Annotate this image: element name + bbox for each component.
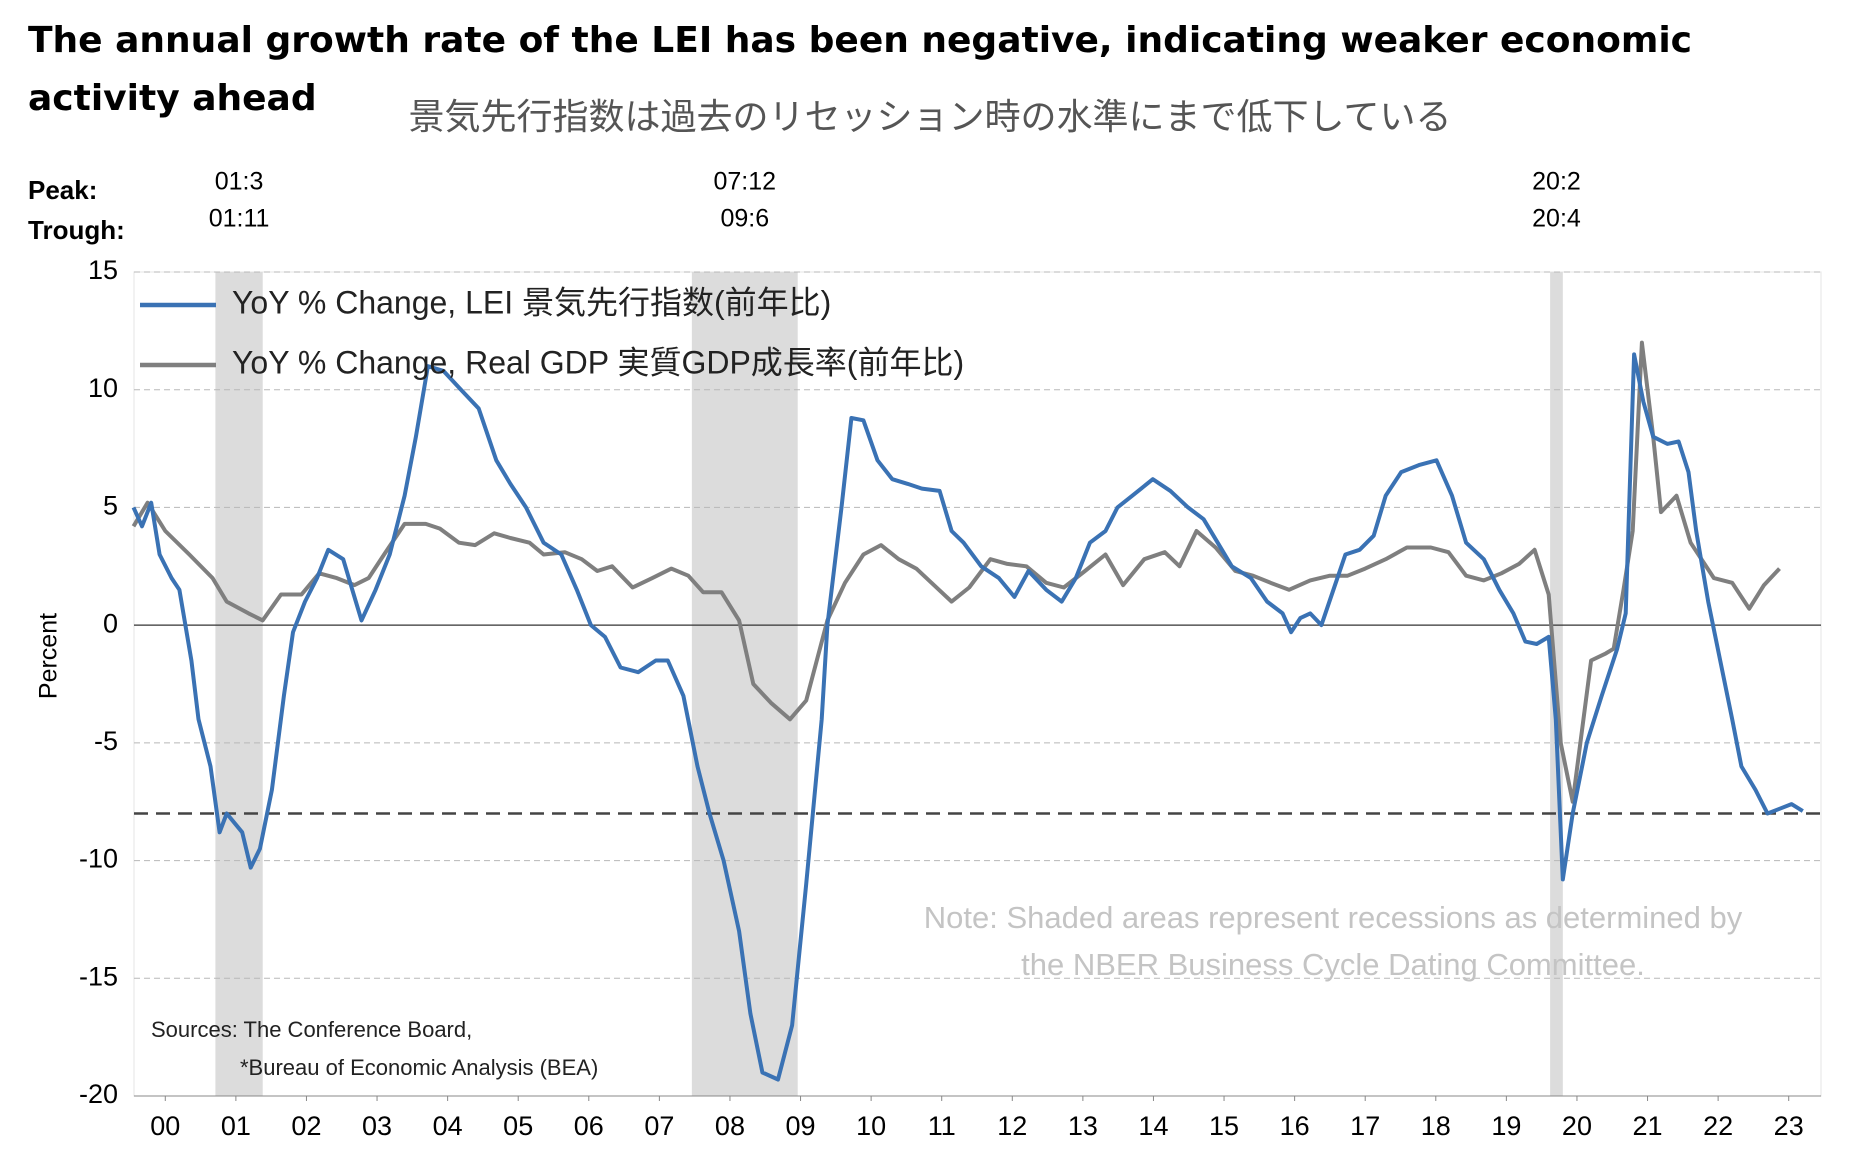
x-tick-label: 22 xyxy=(1703,1111,1733,1141)
x-tick-label: 15 xyxy=(1209,1111,1239,1141)
y-tick-label: 0 xyxy=(103,608,118,638)
recession-peak: 07:12 xyxy=(713,168,776,196)
y-axis-label: Percent xyxy=(35,613,63,699)
trough-label: Trough: xyxy=(28,215,125,245)
x-tick-label: 00 xyxy=(150,1111,180,1141)
y-tick-label: -20 xyxy=(79,1079,118,1109)
x-tick-label: 12 xyxy=(997,1111,1027,1141)
x-tick-label: 20 xyxy=(1562,1111,1592,1141)
x-tick-label: 18 xyxy=(1421,1111,1451,1141)
y-tick-label: -10 xyxy=(79,844,118,874)
chart-subtitle: 景気先行指数は過去のリセッション時の水準にまで低下している xyxy=(408,97,1452,138)
chart-title: The annual growth rate of the LEI has be… xyxy=(28,20,1693,119)
x-tick-label: 13 xyxy=(1068,1111,1098,1141)
sources: Sources: The Conference Board, xyxy=(151,1017,472,1042)
x-tick-label: 16 xyxy=(1280,1111,1310,1141)
x-tick-label: 04 xyxy=(433,1111,463,1141)
x-tick-label: 09 xyxy=(786,1111,816,1141)
note: the NBER Business Cycle Dating Committee… xyxy=(1021,947,1645,982)
y-tick-label: 5 xyxy=(103,491,118,521)
legend-label: YoY % Change, LEI 景気先行指数(前年比) xyxy=(232,284,831,320)
recession-peak: 01:3 xyxy=(215,168,264,196)
x-tick-label: 23 xyxy=(1774,1111,1804,1141)
recession-trough: 20:4 xyxy=(1532,205,1581,233)
recession-trough: 01:11 xyxy=(209,205,270,233)
x-tick-label: 06 xyxy=(574,1111,604,1141)
x-tick-label: 14 xyxy=(1138,1111,1168,1141)
sources: *Bureau of Economic Analysis (BEA) xyxy=(240,1055,598,1080)
recession-trough: 09:6 xyxy=(720,205,769,233)
x-tick-label: 21 xyxy=(1633,1111,1663,1141)
y-tick-label: -15 xyxy=(79,961,118,991)
x-tick-label: 17 xyxy=(1350,1111,1380,1141)
legend-label: YoY % Change, Real GDP 実質GDP成長率(前年比) xyxy=(232,344,964,380)
x-tick-label: 19 xyxy=(1491,1111,1521,1141)
note: Note: Shaded areas represent recessions … xyxy=(924,900,1743,935)
x-tick-label: 08 xyxy=(715,1111,745,1141)
y-tick-label: -5 xyxy=(94,726,118,756)
x-tick-label: 10 xyxy=(856,1111,886,1141)
line-series xyxy=(131,340,1781,804)
recession-peak: 20:2 xyxy=(1532,168,1581,196)
y-tick-label: 10 xyxy=(88,373,118,403)
plot-area xyxy=(133,271,1822,1097)
y-tick-label: 15 xyxy=(88,255,118,285)
x-tick-label: 03 xyxy=(362,1111,392,1141)
peak-label: Peak: xyxy=(28,175,97,205)
x-tick-label: 05 xyxy=(503,1111,533,1141)
x-tick-label: 11 xyxy=(928,1111,956,1141)
x-tick-label: 01 xyxy=(221,1111,251,1141)
x-tick-label: 02 xyxy=(291,1111,321,1141)
x-tick-label: 07 xyxy=(644,1111,674,1141)
line-series xyxy=(131,352,1804,1082)
recession-shade xyxy=(215,272,263,1096)
